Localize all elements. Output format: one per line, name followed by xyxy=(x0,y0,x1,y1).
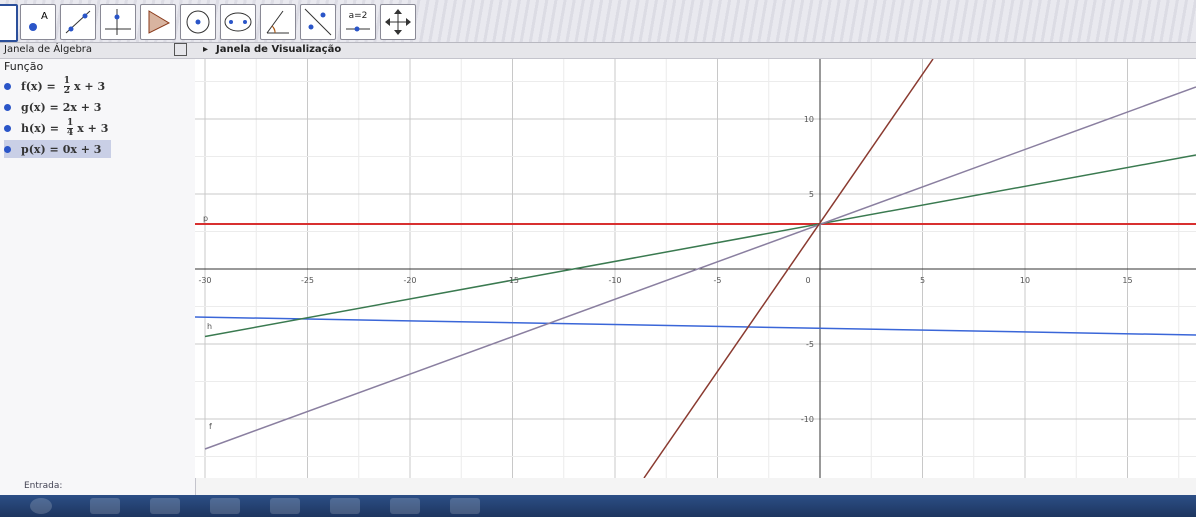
tool-ellipse[interactable] xyxy=(220,4,256,40)
lhs: p(x) = xyxy=(21,142,59,156)
tool-slider[interactable]: a=2 xyxy=(340,4,376,40)
algebra-title: Janela de Álgebra xyxy=(4,44,93,55)
algebra-item[interactable]: p(x) = 0x + 3 xyxy=(4,140,112,158)
rhs: 0x + 3 xyxy=(62,142,102,156)
x-tick-label: 15 xyxy=(1122,276,1132,285)
tool-circle[interactable] xyxy=(180,4,216,40)
graphics-view: p h f g -30-25-20-15-10-5051015105-5-10-… xyxy=(195,59,1196,478)
x-tick-label: -20 xyxy=(403,276,416,285)
tool-move[interactable] xyxy=(0,4,18,42)
tool-reflect[interactable] xyxy=(300,4,336,40)
taskbar-app[interactable] xyxy=(330,498,360,514)
x-tick-label: 10 xyxy=(1020,276,1030,285)
tool-line[interactable] xyxy=(60,4,96,40)
label-f: f xyxy=(209,422,212,431)
dot xyxy=(4,103,11,111)
x-tick-label: -30 xyxy=(198,276,211,285)
taskbar-app[interactable] xyxy=(90,498,120,514)
line-blue xyxy=(195,316,1196,336)
label-h: h xyxy=(207,322,212,331)
y-tick-label: -5 xyxy=(806,340,814,349)
lhs: f(x) = xyxy=(21,79,56,93)
input-label: Entrada: xyxy=(24,481,63,491)
arrow: ▸ xyxy=(203,44,209,55)
taskbar xyxy=(0,495,1196,517)
denominator: 4 xyxy=(67,127,74,138)
taskbar-app[interactable] xyxy=(210,498,240,514)
x-tick-label: -15 xyxy=(506,276,519,285)
numerator: 1 xyxy=(63,75,71,87)
tool-angle[interactable] xyxy=(260,4,296,40)
line-g xyxy=(643,59,934,478)
tool-point[interactable]: A xyxy=(20,4,56,40)
rhs: x + 3 xyxy=(74,79,106,93)
numerator: 1 xyxy=(67,117,74,129)
tool-perpendicular[interactable] xyxy=(100,4,136,40)
line-h xyxy=(204,154,1196,338)
x-tick-label: 5 xyxy=(920,276,925,285)
graphics-title: Janela de Visualização xyxy=(216,44,342,55)
tool-polygon[interactable] xyxy=(140,4,176,40)
panel-titles: Janela de Álgebra ▸ Janela de Visualizaç… xyxy=(0,43,1196,59)
algebra-item[interactable]: h(x) = 1 4 x + 3 xyxy=(4,117,109,138)
algebra-item[interactable]: g(x) = 2x + 3 xyxy=(4,98,101,116)
lhs: g(x) = xyxy=(21,100,59,114)
algebra-item[interactable]: f(x) = 1 2 x + 3 xyxy=(4,75,106,96)
x-tick-label: -5 xyxy=(714,276,722,285)
x-tick-label: -10 xyxy=(608,276,621,285)
label-p: p xyxy=(203,214,208,223)
rhs: x + 3 xyxy=(77,121,109,135)
lhs: h(x) = xyxy=(21,121,60,135)
rhs: 2x + 3 xyxy=(62,100,102,114)
input-bar[interactable]: Entrada: xyxy=(0,478,195,495)
x-tick-label: -25 xyxy=(301,276,314,285)
start-button[interactable] xyxy=(30,498,52,514)
close-button[interactable] xyxy=(174,43,187,56)
section-header: Função xyxy=(4,60,44,73)
y-tick-label: -10 xyxy=(801,415,814,424)
taskbar-app[interactable] xyxy=(390,498,420,514)
taskbar-app[interactable] xyxy=(450,498,480,514)
tool-move-view[interactable] xyxy=(380,4,416,40)
denominator: 2 xyxy=(63,85,71,96)
line-f xyxy=(204,86,1196,450)
dot xyxy=(4,82,11,90)
dot xyxy=(4,145,11,153)
algebra-view: Função f(x) = 1 2 x + 3 g(x) = 2x + 3 h(x) = 1 4… xyxy=(0,59,196,495)
y-tick-label: 10 xyxy=(804,115,814,124)
dot xyxy=(4,124,11,132)
y-tick-label: 5 xyxy=(809,190,814,199)
taskbar-app[interactable] xyxy=(270,498,300,514)
x-tick-label: 0 xyxy=(805,276,810,285)
toolbar: A a=2 xyxy=(0,0,1196,43)
svg-text:A: A xyxy=(41,11,48,22)
tool-slider-label: a=2 xyxy=(348,11,368,21)
taskbar-app[interactable] xyxy=(150,498,180,514)
